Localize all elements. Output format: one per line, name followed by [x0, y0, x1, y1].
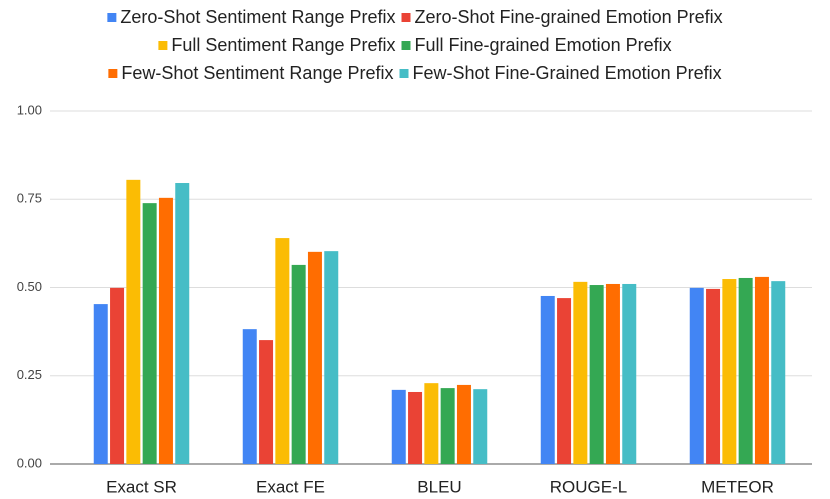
bar [589, 285, 604, 464]
bar [473, 389, 488, 464]
y-tick-label: 0.75 [17, 191, 42, 206]
bar [324, 251, 339, 464]
bar [93, 304, 108, 464]
bar [771, 281, 786, 464]
bar [408, 391, 423, 464]
bar [242, 329, 257, 464]
bar [142, 203, 157, 464]
x-tick-label: BLEU [417, 477, 461, 496]
legend-label: Zero-Shot Fine-grained Emotion Prefix [415, 7, 723, 27]
bar [557, 298, 572, 464]
bar [689, 287, 704, 464]
bar [573, 281, 588, 464]
bar [622, 283, 637, 464]
bar [738, 277, 753, 464]
bar [126, 179, 141, 464]
legend-swatch [108, 69, 118, 78]
legend-swatch [401, 13, 411, 22]
y-tick-label: 0.25 [17, 367, 42, 382]
bar [605, 283, 620, 464]
legend-swatch [399, 69, 409, 78]
bar [540, 295, 555, 464]
bar [440, 388, 455, 464]
y-tick-label: 0.00 [17, 455, 42, 470]
legend-label: Zero-Shot Sentiment Range Prefix [120, 7, 395, 27]
bar [391, 389, 406, 464]
y-tick-label: 0.50 [17, 279, 42, 294]
bar [110, 287, 125, 464]
x-tick-label: METEOR [701, 477, 774, 496]
bar [706, 288, 721, 464]
bar [307, 251, 322, 464]
bar [259, 340, 274, 464]
bar [275, 238, 290, 464]
x-tick-label: Exact SR [106, 477, 177, 496]
bar [291, 264, 306, 464]
x-tick-label: ROUGE-L [550, 477, 627, 496]
bar [158, 197, 173, 464]
legend-label: Full Fine-grained Emotion Prefix [415, 35, 672, 55]
bar [754, 276, 769, 464]
x-tick-label: Exact FE [256, 477, 325, 496]
legend-label: Few-Shot Fine-Grained Emotion Prefix [413, 63, 722, 83]
y-tick-label: 1.00 [17, 102, 42, 117]
bar [175, 183, 190, 464]
legend-swatch [158, 41, 168, 50]
legend-label: Few-Shot Sentiment Range Prefix [121, 63, 393, 83]
bar [456, 384, 471, 464]
bar [424, 383, 439, 464]
legend-label: Full Sentiment Range Prefix [171, 35, 395, 55]
legend-swatch [107, 13, 117, 22]
bar [722, 279, 737, 464]
legend-swatch [401, 41, 411, 50]
